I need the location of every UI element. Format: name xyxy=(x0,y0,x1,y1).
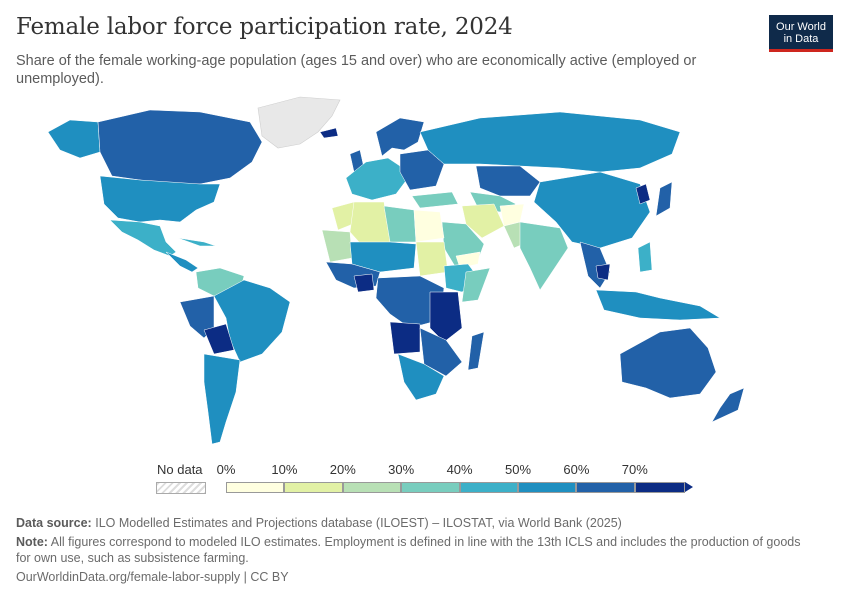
region-scandinavia[interactable] xyxy=(375,117,425,157)
region-india[interactable] xyxy=(519,221,569,291)
region-greenland[interactable] xyxy=(257,96,341,149)
note-line: Note: All figures correspond to modeled … xyxy=(16,534,816,566)
note-text: All figures correspond to modeled ILO es… xyxy=(16,535,801,565)
region-sudan[interactable] xyxy=(415,241,449,277)
region-australia[interactable] xyxy=(619,327,717,399)
color-legend: No data 0% 10% 20% 30% 40% 50% 60% 70% xyxy=(150,458,710,498)
logo-line-2: in Data xyxy=(783,33,819,45)
legend-no-data-label: No data xyxy=(157,462,203,477)
region-yemen[interactable] xyxy=(455,251,481,269)
source-text: ILO Modelled Estimates and Projections d… xyxy=(95,516,622,530)
region-iran[interactable] xyxy=(461,203,505,239)
legend-tick-label: 20% xyxy=(329,462,356,477)
region-zambia-mozambique[interactable] xyxy=(419,327,463,377)
source-line: Data source: ILO Modelled Estimates and … xyxy=(16,515,622,531)
region-alaska[interactable] xyxy=(47,119,101,159)
region-usa[interactable] xyxy=(99,175,221,223)
region-madagascar[interactable] xyxy=(467,331,485,371)
region-caribbean[interactable] xyxy=(177,237,217,247)
region-cambodia[interactable] xyxy=(595,263,611,281)
legend-tick-label: 0% xyxy=(216,462,236,477)
region-east-africa[interactable] xyxy=(429,291,463,343)
region-ghana-benin[interactable] xyxy=(353,273,375,293)
chart-subtitle: Share of the female working-age populati… xyxy=(16,53,697,87)
region-southern-africa[interactable] xyxy=(397,353,445,401)
legend-tick-label: 60% xyxy=(563,462,590,477)
region-egypt[interactable] xyxy=(413,209,445,243)
region-turkey[interactable] xyxy=(411,191,459,209)
region-brazil[interactable] xyxy=(213,279,291,363)
legend-color-bin xyxy=(459,482,518,493)
legend-arrow-icon xyxy=(685,482,694,492)
world-map[interactable] xyxy=(0,92,850,452)
region-new-zealand[interactable] xyxy=(711,387,745,423)
note-label: Note: xyxy=(16,535,48,549)
legend-color-bin xyxy=(226,482,285,493)
legend-tick-label: 30% xyxy=(388,462,415,477)
chart-title: Female labor force participation rate, 2… xyxy=(16,14,513,40)
owid-logo[interactable]: Our World in Data xyxy=(769,15,833,52)
region-philippines[interactable] xyxy=(637,241,653,273)
region-central-america[interactable] xyxy=(165,251,199,273)
region-central-africa[interactable] xyxy=(375,275,445,329)
legend-color-bin xyxy=(576,482,635,493)
region-argentina-chile[interactable] xyxy=(203,353,241,445)
region-angola[interactable] xyxy=(389,321,421,355)
region-bolivia[interactable] xyxy=(203,323,235,355)
region-mauritania[interactable] xyxy=(321,229,353,263)
region-japan[interactable] xyxy=(655,181,673,217)
legend-tick-label: 50% xyxy=(504,462,532,477)
region-korea[interactable] xyxy=(635,183,651,205)
region-iceland[interactable] xyxy=(319,127,339,139)
credit-link[interactable]: OurWorldinData.org/female-labor-supply |… xyxy=(16,570,289,584)
legend-color-bin xyxy=(634,482,686,493)
region-china[interactable] xyxy=(533,171,651,249)
legend-color-bin xyxy=(518,482,577,493)
region-somalia[interactable] xyxy=(461,267,491,303)
region-kazakhstan[interactable] xyxy=(475,165,541,197)
source-label: Data source: xyxy=(16,516,92,530)
legend-color-bin xyxy=(342,482,402,493)
legend-tick-label: 70% xyxy=(621,462,648,477)
legend-tick-label: 40% xyxy=(446,462,473,477)
region-mexico[interactable] xyxy=(109,219,177,257)
region-indonesia[interactable] xyxy=(595,289,721,321)
legend-tick-label: 10% xyxy=(271,462,298,477)
logo-line-1: Our World xyxy=(776,21,826,33)
legend-color-bin xyxy=(401,482,460,493)
legend-no-data-swatch xyxy=(156,482,206,494)
legend-color-bin xyxy=(284,482,343,493)
region-canada[interactable] xyxy=(97,109,263,185)
region-russia[interactable] xyxy=(419,111,681,173)
